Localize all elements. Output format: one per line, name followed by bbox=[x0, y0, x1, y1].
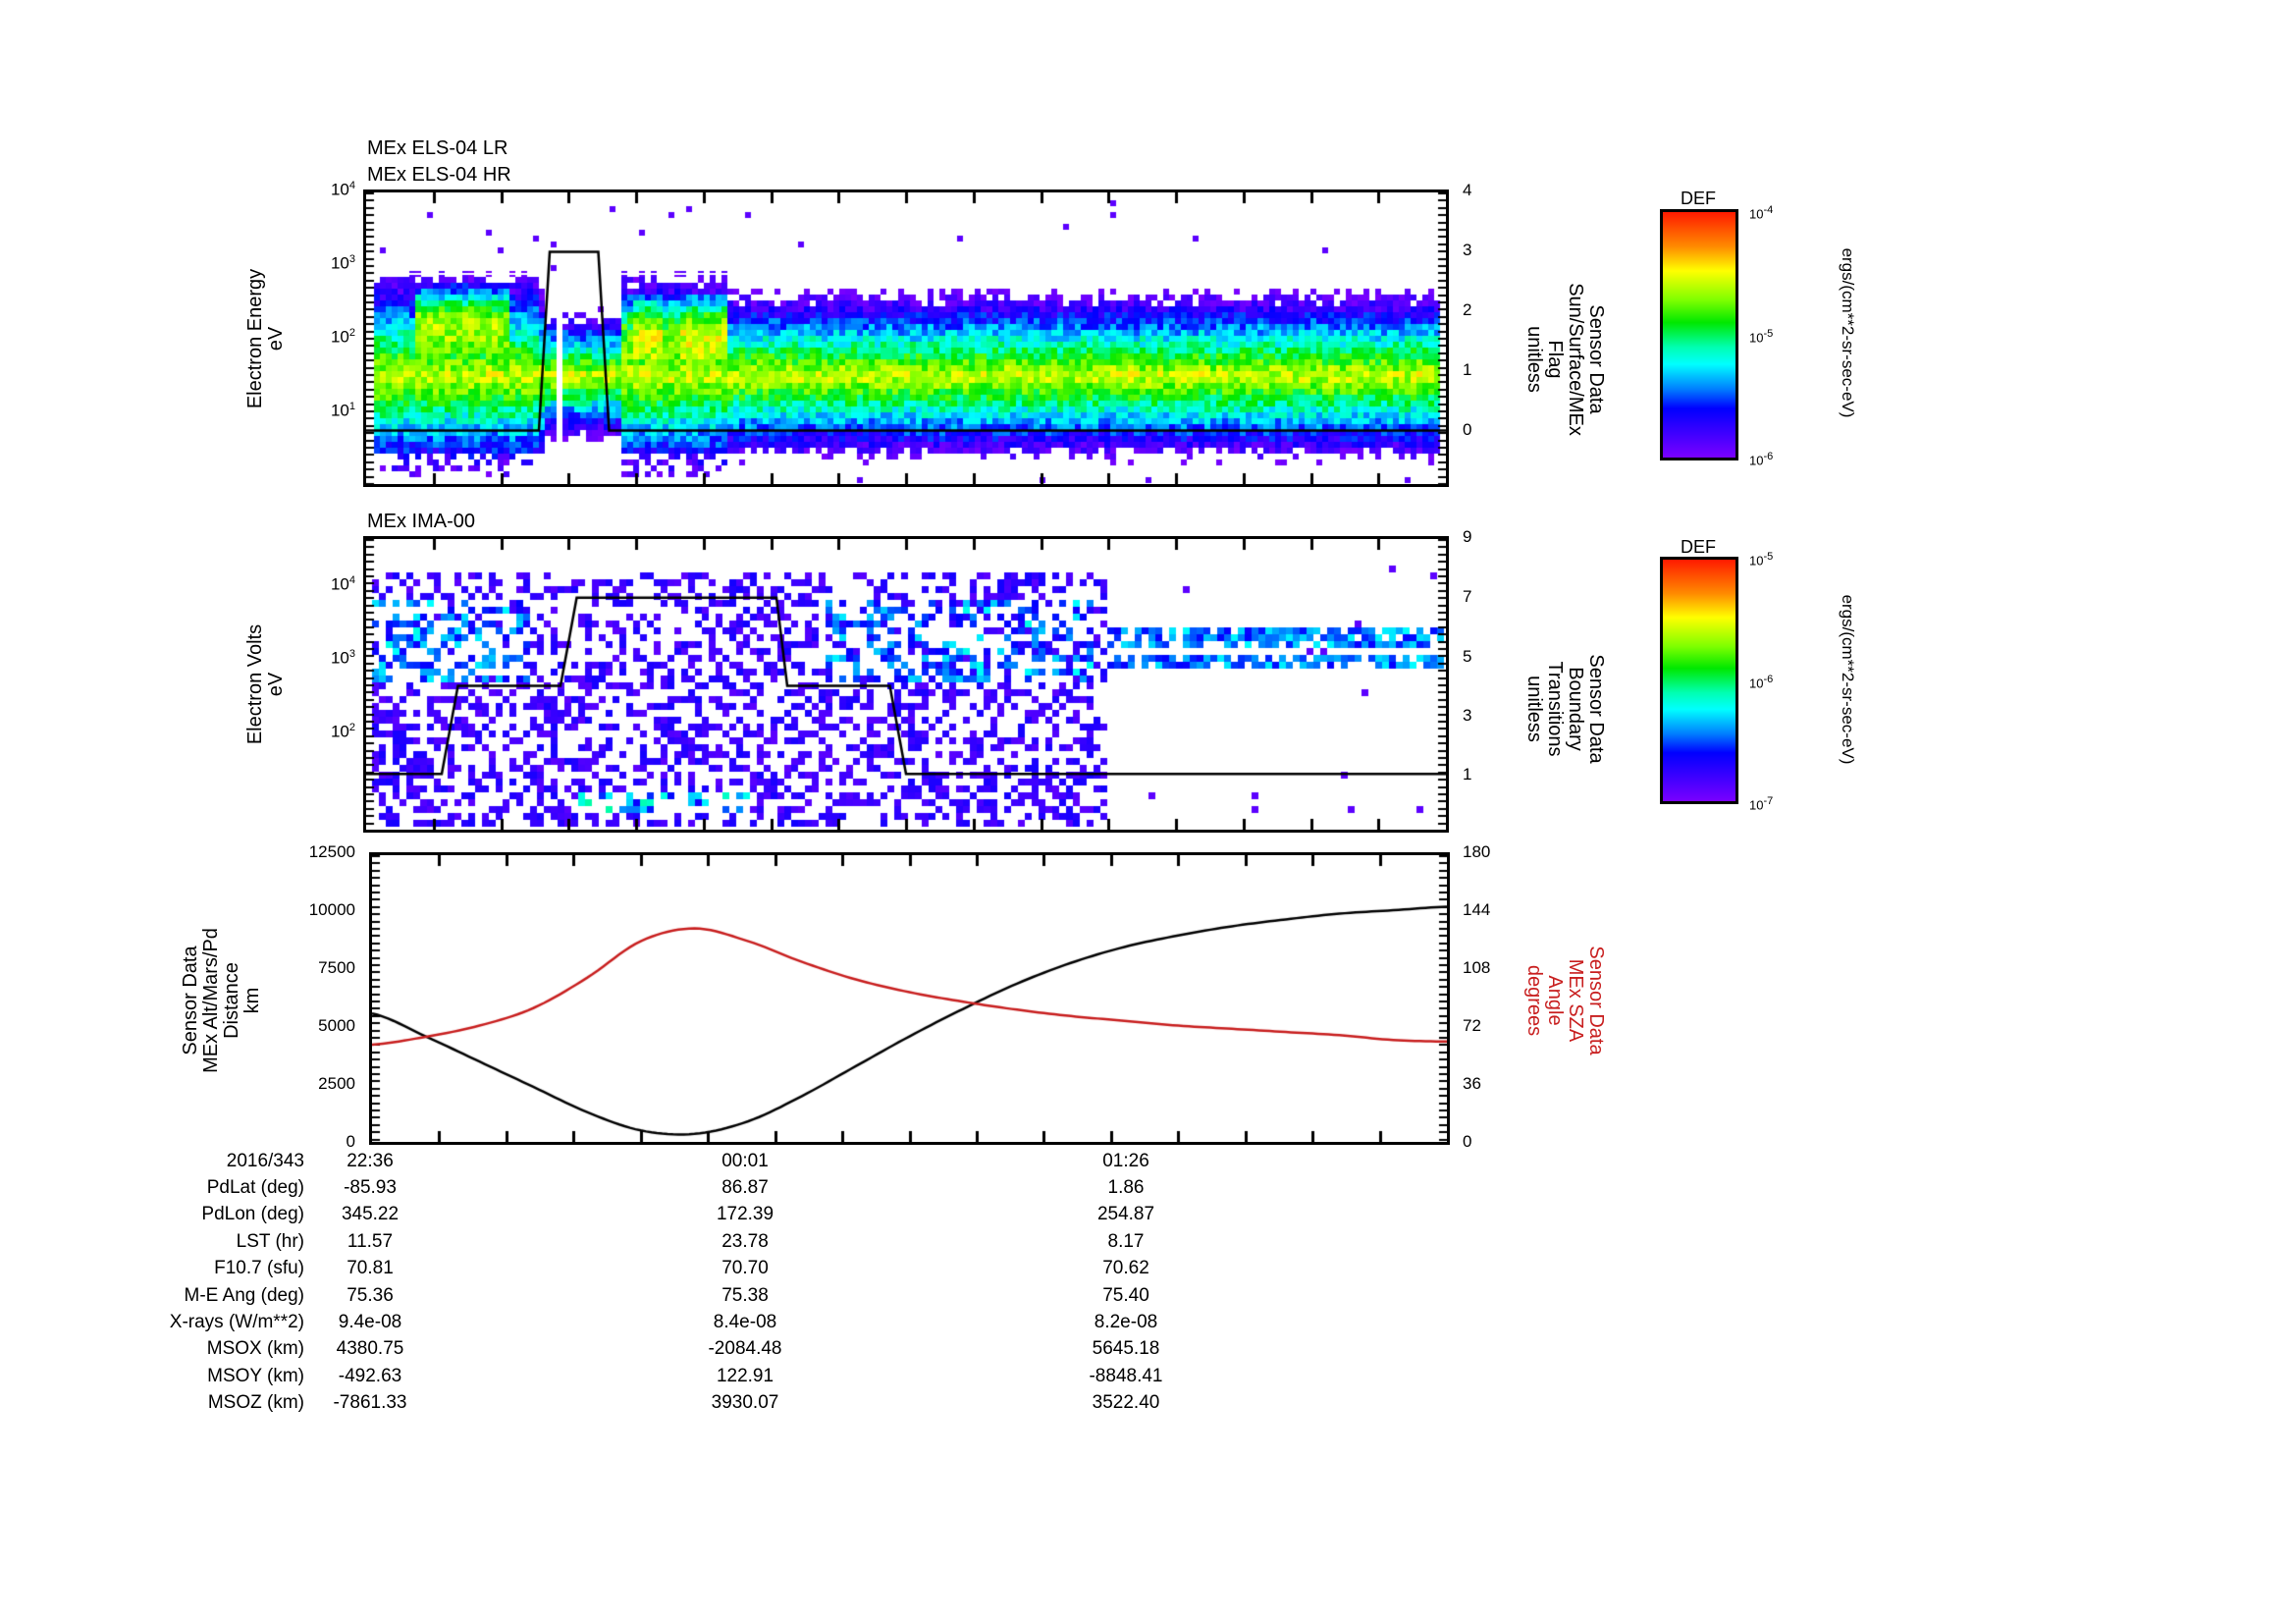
ima-right-y-tick: 9 bbox=[1463, 527, 1472, 546]
ephemeris-value: -85.93 bbox=[344, 1177, 397, 1198]
ephemeris-value: 9.4e-08 bbox=[338, 1312, 402, 1332]
orbit-right-y-tick: 144 bbox=[1463, 900, 1491, 919]
ephemeris-value: 23.78 bbox=[721, 1230, 769, 1252]
els-y-tick: 103 bbox=[330, 253, 355, 273]
els-y-tick: 102 bbox=[330, 327, 355, 347]
ephemeris-value: 5645.18 bbox=[1092, 1338, 1160, 1360]
orbit-y-axis-label: Sensor Data MEx Alt/Mars/Pd Distance km bbox=[180, 928, 263, 1073]
ephemeris-label: MSOX (km) bbox=[206, 1338, 304, 1360]
ephemeris-value: 8.4e-08 bbox=[713, 1312, 777, 1332]
els-right-y-tick: 3 bbox=[1463, 241, 1472, 259]
els-colorbar-title: DEF bbox=[1681, 189, 1716, 208]
ephemeris-label: PdLon (deg) bbox=[201, 1204, 304, 1225]
els-y-tick: 104 bbox=[330, 180, 355, 199]
ephemeris-value: -2084.48 bbox=[708, 1338, 782, 1360]
els-colorbar-mid: 10-5 bbox=[1749, 328, 1774, 346]
orbit-line-panel bbox=[369, 852, 1450, 1145]
ima-colorbar bbox=[1660, 557, 1738, 804]
ephemeris-value: 122.91 bbox=[716, 1365, 774, 1386]
els-colorbar-max: 10-4 bbox=[1749, 204, 1774, 222]
ephemeris-value: 75.40 bbox=[1102, 1284, 1149, 1306]
ephemeris-value: 4380.75 bbox=[336, 1338, 404, 1360]
ima-spectrogram-canvas bbox=[366, 539, 1446, 830]
orbit-y-tick: 2500 bbox=[318, 1074, 355, 1093]
orbit-right-y-tick: 72 bbox=[1463, 1016, 1481, 1035]
els-right-axis-label: Sensor Data Sun/Surface/MEx Flag unitles… bbox=[1523, 283, 1607, 436]
orbit-y-tick: 5000 bbox=[318, 1016, 355, 1035]
ephemeris-value: 70.70 bbox=[721, 1258, 769, 1279]
ima-title: MEx IMA-00 bbox=[367, 511, 476, 532]
orbit-y-tick: 12500 bbox=[308, 842, 355, 861]
els-right-y-tick: 4 bbox=[1463, 181, 1472, 199]
ima-right-y-tick: 7 bbox=[1463, 587, 1472, 606]
orbit-right-y-tick: 36 bbox=[1463, 1074, 1481, 1093]
ephemeris-value: -8848.41 bbox=[1089, 1365, 1163, 1386]
ephemeris-value: 172.39 bbox=[716, 1204, 774, 1225]
ephemeris-value: 3930.07 bbox=[711, 1392, 779, 1414]
time-tick-2: 01:26 bbox=[1102, 1151, 1149, 1171]
ephemeris-value: 8.2e-08 bbox=[1094, 1312, 1158, 1332]
ima-right-axis-label: Sensor Data Boundary Transitions unitles… bbox=[1523, 654, 1607, 764]
els-title-lr: MEx ELS-04 LR bbox=[367, 137, 508, 159]
ephemeris-label: X-rays (W/m**2) bbox=[169, 1312, 304, 1332]
ephemeris-value: 11.57 bbox=[347, 1230, 394, 1252]
ephemeris-value: 86.87 bbox=[721, 1177, 769, 1198]
ephemeris-value: -7861.33 bbox=[333, 1392, 407, 1414]
ima-y-tick: 104 bbox=[330, 574, 355, 594]
ephemeris-value: 1.86 bbox=[1107, 1177, 1145, 1198]
ima-y-tick: 102 bbox=[330, 722, 355, 741]
ephemeris-value: 8.17 bbox=[1107, 1230, 1145, 1252]
ima-colorbar-max: 10-5 bbox=[1749, 551, 1774, 568]
ima-y-axis-label: Electron Volts eV bbox=[244, 623, 287, 745]
ephemeris-value: 75.36 bbox=[347, 1284, 394, 1306]
ima-y-tick: 103 bbox=[330, 648, 355, 668]
ima-right-y-tick: 5 bbox=[1463, 647, 1472, 666]
ephemeris-value: 70.62 bbox=[1102, 1258, 1149, 1279]
orbit-right-y-tick: 108 bbox=[1463, 958, 1491, 977]
ephemeris-label: M-E Ang (deg) bbox=[184, 1284, 305, 1306]
ephemeris-value: 345.22 bbox=[341, 1204, 400, 1225]
time-tick-1: 00:01 bbox=[721, 1151, 769, 1171]
orbit-y-tick: 0 bbox=[346, 1132, 355, 1151]
ephemeris-label: F10.7 (sfu) bbox=[214, 1258, 304, 1279]
els-colorbar-units: ergs/(cm**2-sr-sec-eV) bbox=[1839, 247, 1857, 418]
orbit-right-y-tick: 0 bbox=[1463, 1132, 1472, 1151]
els-colorbar bbox=[1660, 209, 1738, 460]
orbit-right-y-tick: 180 bbox=[1463, 842, 1491, 861]
time-tick-0: 22:36 bbox=[347, 1151, 394, 1171]
ima-colorbar-units: ergs/(cm**2-sr-sec-eV) bbox=[1839, 594, 1857, 765]
els-y-axis-label: Electron Energy eV bbox=[244, 268, 287, 409]
orbit-y-tick: 10000 bbox=[308, 900, 355, 919]
ima-right-y-tick: 3 bbox=[1463, 706, 1472, 725]
ephemeris-value: 75.38 bbox=[721, 1284, 769, 1306]
els-right-y-tick: 2 bbox=[1463, 300, 1472, 319]
ephemeris-label: MSOY (km) bbox=[207, 1365, 304, 1386]
orbit-y-tick: 7500 bbox=[318, 958, 355, 977]
ima-right-y-tick: 1 bbox=[1463, 765, 1472, 784]
els-colorbar-min: 10-6 bbox=[1749, 451, 1774, 468]
ephemeris-value: 3522.40 bbox=[1092, 1392, 1160, 1414]
ephemeris-label: LST (hr) bbox=[236, 1230, 304, 1252]
time-axis-date: 2016/343 bbox=[226, 1151, 304, 1171]
els-title-hr: MEx ELS-04 HR bbox=[367, 164, 511, 186]
ephemeris-label: MSOZ (km) bbox=[207, 1392, 304, 1414]
els-right-y-tick: 1 bbox=[1463, 360, 1472, 379]
els-spectrogram-panel bbox=[363, 189, 1449, 487]
ephemeris-value: -492.63 bbox=[338, 1365, 402, 1386]
orbit-right-axis-label: Sensor Data MEx SZA Angle degrees bbox=[1523, 946, 1607, 1055]
ima-colorbar-title: DEF bbox=[1681, 537, 1716, 557]
ephemeris-value: 254.87 bbox=[1096, 1204, 1155, 1225]
ima-spectrogram-panel bbox=[363, 536, 1449, 833]
els-y-tick: 101 bbox=[330, 401, 355, 420]
ephemeris-value: 70.81 bbox=[347, 1258, 394, 1279]
els-spectrogram-canvas bbox=[366, 192, 1446, 484]
orbit-line-canvas bbox=[372, 855, 1447, 1142]
els-right-y-tick: 0 bbox=[1463, 420, 1472, 439]
ima-colorbar-min: 10-7 bbox=[1749, 795, 1774, 813]
ephemeris-label: PdLat (deg) bbox=[206, 1177, 304, 1198]
ima-colorbar-mid: 10-6 bbox=[1749, 674, 1774, 691]
